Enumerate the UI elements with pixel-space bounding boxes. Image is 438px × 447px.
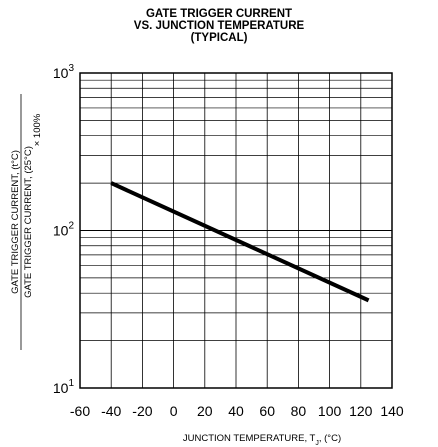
series-group — [110, 181, 370, 303]
y-axis-label-numerator: GATE TRIGGER CURRENT, (t°C) — [10, 150, 21, 294]
x-tick-label: 140 — [380, 403, 404, 419]
plot-frame — [79, 72, 393, 389]
grid — [79, 72, 393, 389]
y-tick-label: 103 — [53, 63, 75, 81]
x-tick-label: -20 — [132, 403, 152, 419]
y-tick-labels: 101 102 103 — [53, 63, 75, 396]
x-tick-label: 100 — [318, 403, 342, 419]
series-line-0 — [110, 181, 370, 303]
x-tick-label: 60 — [259, 403, 275, 419]
y-axis-label-denominator: GATE TRIGGER CURRENT, (25°C) — [23, 146, 34, 298]
x-tick-label: 20 — [197, 403, 213, 419]
x-tick-label: 0 — [170, 403, 178, 419]
chart-title-line-3: (TYPICAL) — [190, 32, 248, 44]
x-tick-label: 120 — [349, 403, 373, 419]
x-axis-label-unit: , (°C) — [319, 433, 341, 444]
x-tick-label: 80 — [291, 403, 307, 419]
x-tick-labels: -60 -40 -20 0 20 40 60 80 100 120 140 — [70, 403, 404, 419]
y-axis-label: GATE TRIGGER CURRENT, (t°C) GATE TRIGGER… — [10, 94, 34, 350]
y-axis-label-multiplier: × 100% — [32, 113, 43, 146]
x-tick-label: 40 — [228, 403, 244, 419]
chart-title-line-1: GATE TRIGGER CURRENT — [145, 8, 293, 20]
x-axis-label-main: JUNCTION TEMPERATURE, T — [183, 433, 316, 444]
x-tick-label: -60 — [70, 403, 90, 419]
chart-title-line-2: VS. JUNCTION TEMPERATURE — [133, 20, 305, 32]
x-tick-label: -40 — [101, 403, 121, 419]
y-tick-label: 101 — [53, 378, 75, 396]
x-axis-label-sub: J — [315, 440, 319, 447]
y-tick-label: 102 — [53, 221, 75, 239]
x-axis-label: JUNCTION TEMPERATURE, TJ, (°C) — [183, 433, 341, 447]
